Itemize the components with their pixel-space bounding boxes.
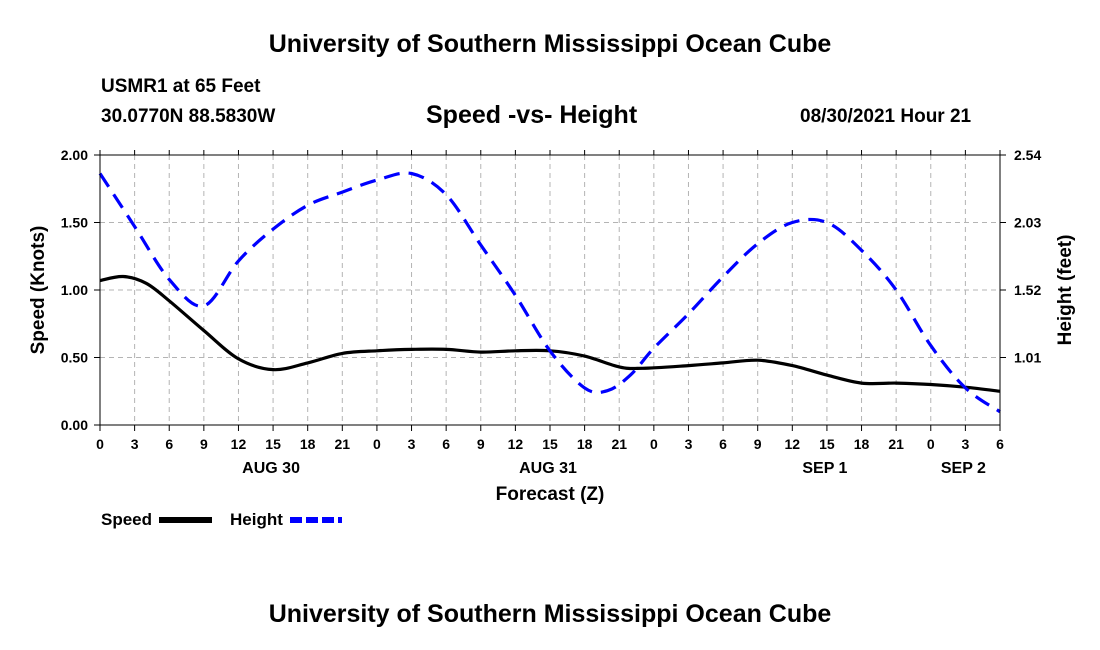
date-label: AUG 31 xyxy=(519,460,577,477)
x-tick-label: 15 xyxy=(819,436,835,452)
x-tick-label: 18 xyxy=(577,436,593,452)
page-title: University of Southern Mississippi Ocean… xyxy=(268,30,832,58)
x-tick-label: 12 xyxy=(785,436,801,452)
station-coordinates: 30.0770N 88.5830W xyxy=(101,106,276,127)
chart-title: Speed -vs- Height xyxy=(426,101,638,129)
legend-height-label: Height xyxy=(230,510,283,529)
x-tick-label: 6 xyxy=(996,436,1004,452)
y2-tick-label: 2.54 xyxy=(1014,147,1041,163)
x-tick-label: 6 xyxy=(442,436,450,452)
station-label: USMR1 at 65 Feet xyxy=(101,76,261,97)
y2-tick-label: 1.52 xyxy=(1014,282,1041,298)
y-tick-label: 2.00 xyxy=(61,147,88,163)
x-tick-label: 9 xyxy=(754,436,762,452)
y-tick-label: 1.50 xyxy=(61,215,88,231)
x-tick-label: 12 xyxy=(508,436,524,452)
x-tick-label: 6 xyxy=(719,436,727,452)
x-tick-label: 9 xyxy=(477,436,485,452)
y2-axis-label: Height (feet) xyxy=(1055,235,1076,346)
date-label: SEP 1 xyxy=(802,460,847,477)
x-tick-label: 15 xyxy=(265,436,281,452)
axes: 0 3 6 9 12 15 18 21 0 3 6 9 12 15 18 21 0 3 6 9 12 15 18 21 0 3 6 0… xyxy=(61,147,1042,477)
x-tick-label: 12 xyxy=(231,436,247,452)
y-tick-label: 1.00 xyxy=(61,282,88,298)
y2-tick-label: 2.03 xyxy=(1014,215,1041,231)
forecast-datetime: 08/30/2021 Hour 21 xyxy=(800,106,972,127)
x-tick-label: 21 xyxy=(888,436,904,452)
legend-height-swatch xyxy=(290,517,342,523)
y-tick-label: 0.00 xyxy=(61,417,88,433)
date-label: AUG 30 xyxy=(242,460,300,477)
x-tick-label: 9 xyxy=(200,436,208,452)
y-tick-label: 0.50 xyxy=(61,350,88,366)
x-tick-label: 3 xyxy=(131,436,139,452)
series-line-speed xyxy=(99,274,1001,393)
series xyxy=(98,171,1001,414)
y2-tick-label: 1.01 xyxy=(1014,350,1041,366)
legend-speed-label: Speed xyxy=(101,510,153,529)
series-line-height xyxy=(98,171,1001,414)
footer-title: University of Southern Mississippi Ocean… xyxy=(268,600,832,628)
x-axis-label: Forecast (Z) xyxy=(496,484,605,505)
x-tick-label: 18 xyxy=(854,436,870,452)
x-tick-label: 18 xyxy=(300,436,316,452)
x-tick-label: 6 xyxy=(165,436,173,452)
x-tick-label: 0 xyxy=(650,436,658,452)
x-tick-label: 0 xyxy=(96,436,104,452)
x-tick-label: 3 xyxy=(408,436,416,452)
x-tick-label: 0 xyxy=(373,436,381,452)
x-tick-label: 21 xyxy=(611,436,627,452)
x-tick-label: 0 xyxy=(927,436,935,452)
x-tick-label: 3 xyxy=(685,436,693,452)
x-tick-label: 3 xyxy=(961,436,969,452)
y-axis-label: Speed (Knots) xyxy=(28,226,49,355)
grid xyxy=(100,155,1000,425)
x-tick-label: 21 xyxy=(335,436,351,452)
legend-speed-swatch xyxy=(159,517,212,523)
date-label: SEP 2 xyxy=(941,460,986,477)
x-tick-label: 15 xyxy=(542,436,558,452)
